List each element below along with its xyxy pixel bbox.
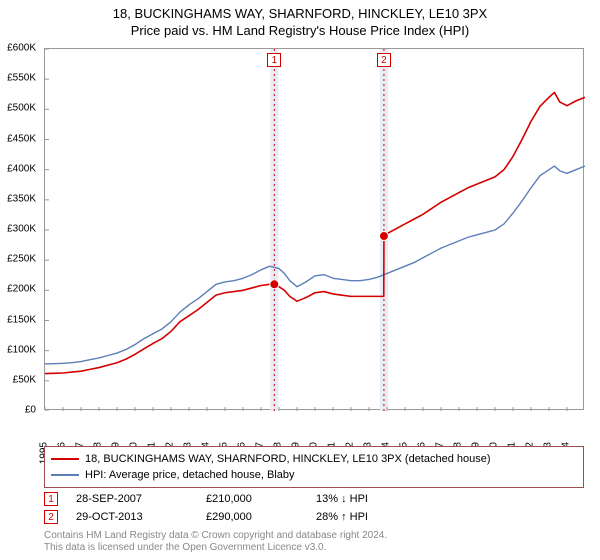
legend-swatch [51,474,79,476]
y-tick-label: £200K [7,284,36,295]
chart-subtitle: Price paid vs. HM Land Registry's House … [0,23,600,38]
y-tick-label: £350K [7,193,36,204]
y-tick-label: £600K [7,43,36,54]
sale-marker: 1 [44,492,58,506]
series-property [45,92,585,373]
legend-label: 18, BUCKINGHAMS WAY, SHARNFORD, HINCKLEY… [85,453,491,465]
y-tick-label: £450K [7,133,36,144]
sale-date: 29-OCT-2013 [76,511,206,523]
y-tick-label: £0 [25,405,36,416]
sale-marker-box: 2 [377,53,391,67]
sale-point [379,232,388,241]
sale-price: £210,000 [206,493,316,505]
y-tick-label: £150K [7,314,36,325]
attribution-line2: This data is licensed under the Open Gov… [44,542,584,554]
chart-svg [45,49,585,411]
title-block: 18, BUCKINGHAMS WAY, SHARNFORD, HINCKLEY… [0,0,600,38]
y-tick-label: £550K [7,73,36,84]
y-tick-label: £300K [7,224,36,235]
sale-row: 2 29-OCT-2013£290,00028% ↑ HPI [44,508,584,526]
legend: 18, BUCKINGHAMS WAY, SHARNFORD, HINCKLEY… [44,446,584,488]
sale-marker-box: 1 [267,53,281,67]
y-axis: £0£50K£100K£150K£200K£250K£300K£350K£400… [0,48,40,410]
sale-hpi: 13% ↓ HPI [316,493,426,505]
x-axis: 1995199619971998199920002001200220032004… [44,414,584,442]
legend-row: 18, BUCKINGHAMS WAY, SHARNFORD, HINCKLEY… [51,451,577,467]
sale-date: 28-SEP-2007 [76,493,206,505]
sale-row: 1 28-SEP-2007£210,00013% ↓ HPI [44,490,584,508]
sale-point [270,280,279,289]
chart-container: 18, BUCKINGHAMS WAY, SHARNFORD, HINCKLEY… [0,0,600,560]
y-tick-label: £250K [7,254,36,265]
sale-marker: 2 [44,510,58,524]
y-tick-label: £50K [13,374,36,385]
sale-price: £290,000 [206,511,316,523]
series-hpi [45,166,585,364]
sale-hpi: 28% ↑ HPI [316,511,426,523]
sales-table: 1 28-SEP-2007£210,00013% ↓ HPI 2 29-OCT-201… [44,490,584,526]
y-tick-label: £100K [7,344,36,355]
plot-wrap: 12 [44,48,584,410]
legend-swatch [51,458,79,460]
attribution: Contains HM Land Registry data © Crown c… [44,530,584,554]
y-tick-label: £500K [7,103,36,114]
attribution-line1: Contains HM Land Registry data © Crown c… [44,530,584,542]
y-tick-label: £400K [7,163,36,174]
plot-area: 12 [44,48,584,410]
legend-label: HPI: Average price, detached house, Blab… [85,469,295,481]
legend-row: HPI: Average price, detached house, Blab… [51,467,577,483]
chart-title: 18, BUCKINGHAMS WAY, SHARNFORD, HINCKLEY… [0,6,600,21]
